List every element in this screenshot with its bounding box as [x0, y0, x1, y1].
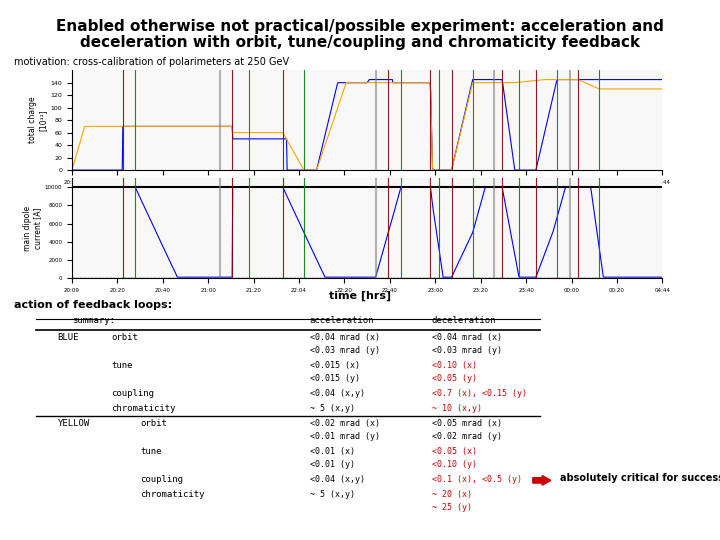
Text: <0.10 (x): <0.10 (x) — [432, 361, 477, 370]
Text: acceleration: acceleration — [310, 316, 374, 325]
Text: summary:: summary: — [72, 316, 115, 325]
Text: ~ 20 (x): ~ 20 (x) — [432, 490, 472, 499]
Text: coupling: coupling — [112, 389, 155, 398]
Text: <0.7 (x), <0.15 (y): <0.7 (x), <0.15 (y) — [432, 389, 527, 398]
Text: orbit: orbit — [112, 333, 138, 342]
Text: <0.03 mrad (y): <0.03 mrad (y) — [310, 346, 379, 355]
Text: <0.015 (y): <0.015 (y) — [310, 374, 359, 383]
Text: absolutely critical for successful execution: absolutely critical for successful execu… — [560, 472, 720, 483]
Text: orbit: orbit — [140, 419, 167, 428]
Text: chromaticity: chromaticity — [140, 490, 205, 499]
Y-axis label: main dipole
current [A]: main dipole current [A] — [22, 206, 42, 251]
Text: <0.1 (x), <0.5 (y): <0.1 (x), <0.5 (y) — [432, 475, 522, 484]
Text: tune: tune — [140, 447, 162, 456]
Text: <0.03 mrad (y): <0.03 mrad (y) — [432, 346, 502, 355]
Text: <0.05 mrad (x): <0.05 mrad (x) — [432, 419, 502, 428]
Text: motivation: cross-calibration of polarimeters at 250 GeV: motivation: cross-calibration of polarim… — [14, 57, 289, 67]
Text: BLUE: BLUE — [58, 333, 79, 342]
Text: tune: tune — [112, 361, 133, 370]
Text: <0.10 (y): <0.10 (y) — [432, 460, 477, 469]
Text: <0.01 (y): <0.01 (y) — [310, 460, 355, 469]
Text: <0.015 (x): <0.015 (x) — [310, 361, 359, 370]
Text: ~ 5 (x,y): ~ 5 (x,y) — [310, 404, 355, 413]
Text: deceleration: deceleration — [432, 316, 497, 325]
Text: chromaticity: chromaticity — [112, 404, 176, 413]
Text: <0.05 (x): <0.05 (x) — [432, 447, 477, 456]
Text: <0.02 mrad (x): <0.02 mrad (x) — [310, 419, 379, 428]
Text: ~ 5 (x,y): ~ 5 (x,y) — [310, 490, 355, 499]
Text: YELLOW: YELLOW — [58, 419, 90, 428]
Text: <0.01 mrad (y): <0.01 mrad (y) — [310, 432, 379, 441]
Text: <0.01 (x): <0.01 (x) — [310, 447, 355, 456]
Text: coupling: coupling — [140, 475, 184, 484]
Text: <0.02 mrad (y): <0.02 mrad (y) — [432, 432, 502, 441]
Text: ~ 10 (x,y): ~ 10 (x,y) — [432, 404, 482, 413]
Text: <0.04 (x,y): <0.04 (x,y) — [310, 475, 364, 484]
Text: <0.05 (y): <0.05 (y) — [432, 374, 477, 383]
Text: <0.04 (x,y): <0.04 (x,y) — [310, 389, 364, 398]
Text: time [hrs]: time [hrs] — [329, 291, 391, 301]
Text: action of feedback loops:: action of feedback loops: — [14, 300, 173, 310]
Text: <0.04 mrad (x): <0.04 mrad (x) — [432, 333, 502, 342]
Text: <0.04 mrad (x): <0.04 mrad (x) — [310, 333, 379, 342]
Text: deceleration with orbit, tune/coupling and chromaticity feedback: deceleration with orbit, tune/coupling a… — [80, 35, 640, 50]
Text: ~ 25 (y): ~ 25 (y) — [432, 503, 472, 512]
Y-axis label: total charge
[10¹¹]: total charge [10¹¹] — [28, 97, 48, 144]
Text: Enabled otherwise not practical/possible experiment: acceleration and: Enabled otherwise not practical/possible… — [56, 19, 664, 34]
